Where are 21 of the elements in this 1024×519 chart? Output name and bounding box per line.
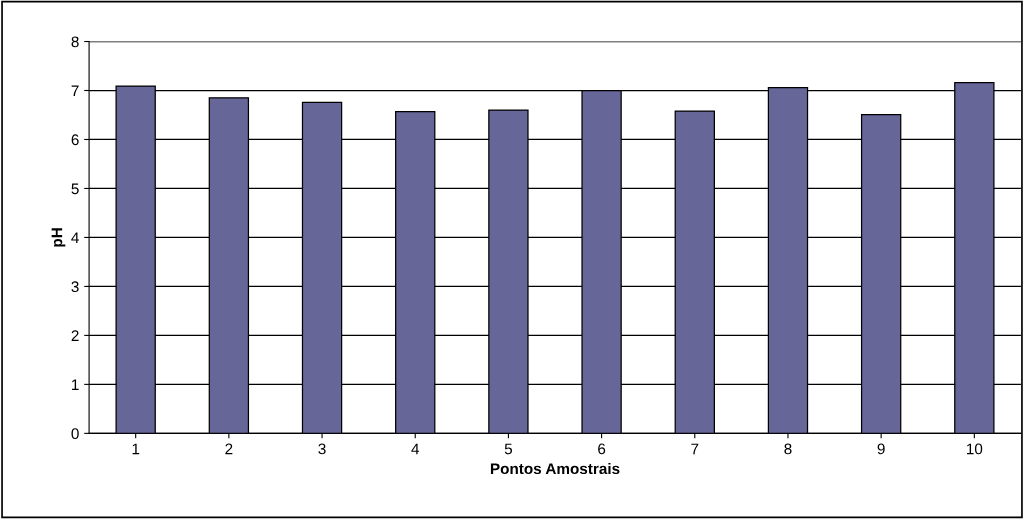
x-tick-label: 6 [598, 443, 606, 455]
y-tick-label: 7 [71, 85, 79, 97]
y-tick-label: 5 [71, 183, 79, 195]
x-tick-label: 1 [132, 443, 140, 455]
x-tick-label: 9 [877, 443, 885, 455]
x-tick-label: 10 [967, 443, 983, 455]
y-tick-label: 4 [71, 232, 79, 243]
y-tick-label: 2 [71, 330, 79, 341]
x-tick-label: 7 [691, 443, 699, 455]
x-tick-label: 4 [411, 443, 420, 455]
x-tick-label: 5 [504, 443, 513, 455]
x-tick-label: 8 [784, 443, 792, 455]
y-tick-label: 3 [71, 281, 79, 293]
x-tick-label: 2 [225, 443, 233, 455]
y-tick-label: 6 [71, 134, 79, 146]
y-tick-label: 0 [71, 428, 79, 440]
x-axis-title: Pontos Amostrais [490, 462, 620, 475]
y-axis-title: pH [51, 228, 66, 247]
y-tick-label: 8 [71, 36, 79, 48]
x-tick-label: 3 [318, 443, 326, 455]
y-tick-label: 1 [72, 379, 79, 390]
